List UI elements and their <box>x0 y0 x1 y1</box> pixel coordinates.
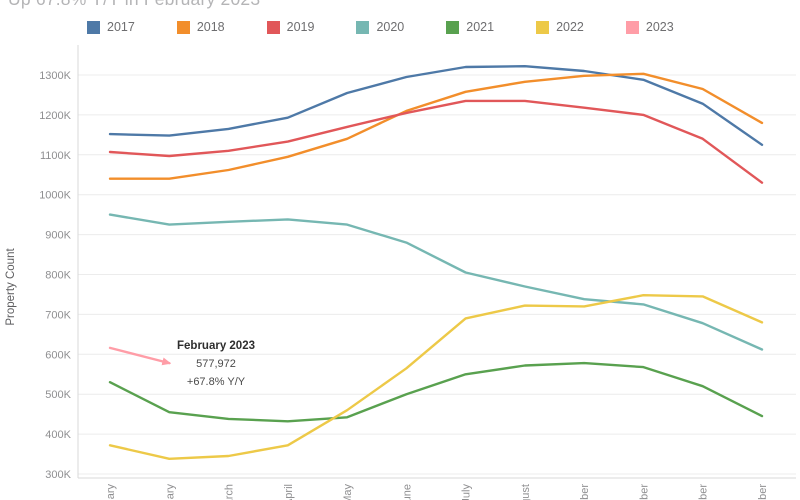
legend-swatch-2019 <box>266 20 280 34</box>
x-tick-july: July <box>461 484 473 500</box>
x-tick-february: February <box>164 484 176 500</box>
legend-item-2017[interactable]: 2017 <box>87 20 135 34</box>
annotation-february-2023: February 2023 577,972 +67.8% Y/Y <box>160 337 272 391</box>
legend-label-2023: 2023 <box>645 20 674 34</box>
legend-swatch-2022 <box>536 20 550 34</box>
y-tick-1100k: 1100K <box>40 150 72 162</box>
x-tick-december: December <box>757 484 769 500</box>
y-axis-title: Property Count <box>5 248 17 326</box>
legend-item-2019[interactable]: 2019 <box>266 20 315 34</box>
legend-swatch-2021 <box>446 20 460 34</box>
legend: 2017 2018 2019 2020 2021 2022 2023 <box>87 20 674 34</box>
annotation-delta: +67.8% Y/Y <box>186 376 246 388</box>
legend-label-2019: 2019 <box>286 20 315 34</box>
y-tick-800k: 800K <box>45 270 71 282</box>
x-tick-october: October <box>638 484 650 500</box>
chart-title: Up 67.8% Y/Y in February 2023 <box>8 0 260 10</box>
series-line-2022[interactable] <box>108 294 764 460</box>
y-tick-600k: 600K <box>45 349 71 361</box>
legend-item-2022[interactable]: 2022 <box>536 20 584 34</box>
series-line-2017[interactable] <box>108 64 764 147</box>
legend-label-2021: 2021 <box>466 20 495 34</box>
y-tick-1200k: 1200K <box>39 110 71 122</box>
legend-item-2023[interactable]: 2023 <box>625 20 674 34</box>
legend-swatch-2017 <box>87 20 100 34</box>
x-tick-january: January <box>105 484 117 500</box>
legend-swatch-2020 <box>356 20 370 34</box>
legend-label-2022: 2022 <box>556 20 584 34</box>
x-tick-august: August <box>520 484 532 500</box>
legend-swatch-2018 <box>176 20 190 34</box>
y-tick-900k: 900K <box>45 230 71 242</box>
series-line-2023[interactable] <box>108 346 172 366</box>
series-line-2018[interactable] <box>108 72 764 180</box>
y-tick-1000k: 1000K <box>39 190 71 202</box>
y-tick-700k: 700K <box>45 309 71 321</box>
x-tick-june: June <box>401 484 413 500</box>
y-tick-500k: 500K <box>45 389 71 401</box>
annotation-value: 577,972 <box>196 358 236 370</box>
legend-label-2017: 2017 <box>107 20 135 34</box>
legend-item-2020[interactable]: 2020 <box>356 20 404 34</box>
series-line-2019[interactable] <box>108 99 764 184</box>
series-line-2021[interactable] <box>108 361 764 423</box>
x-tick-may: May <box>342 484 354 500</box>
legend-label-2018: 2018 <box>196 20 225 34</box>
y-tick-300k: 300K <box>45 469 71 481</box>
y-tick-400k: 400K <box>45 429 71 441</box>
x-tick-november: November <box>698 484 710 500</box>
legend-item-2021[interactable]: 2021 <box>446 20 494 34</box>
legend-swatch-2023 <box>625 20 639 34</box>
x-tick-april: April <box>283 484 295 500</box>
series-line-2020[interactable] <box>108 213 764 351</box>
y-tick-1300k: 1300K <box>39 70 71 82</box>
legend-item-2018[interactable]: 2018 <box>176 20 225 34</box>
legend-label-2020: 2020 <box>376 20 405 34</box>
annotation-title: February 2023 <box>177 340 255 352</box>
x-tick-march: March <box>224 484 236 500</box>
x-tick-september: September <box>579 484 591 500</box>
